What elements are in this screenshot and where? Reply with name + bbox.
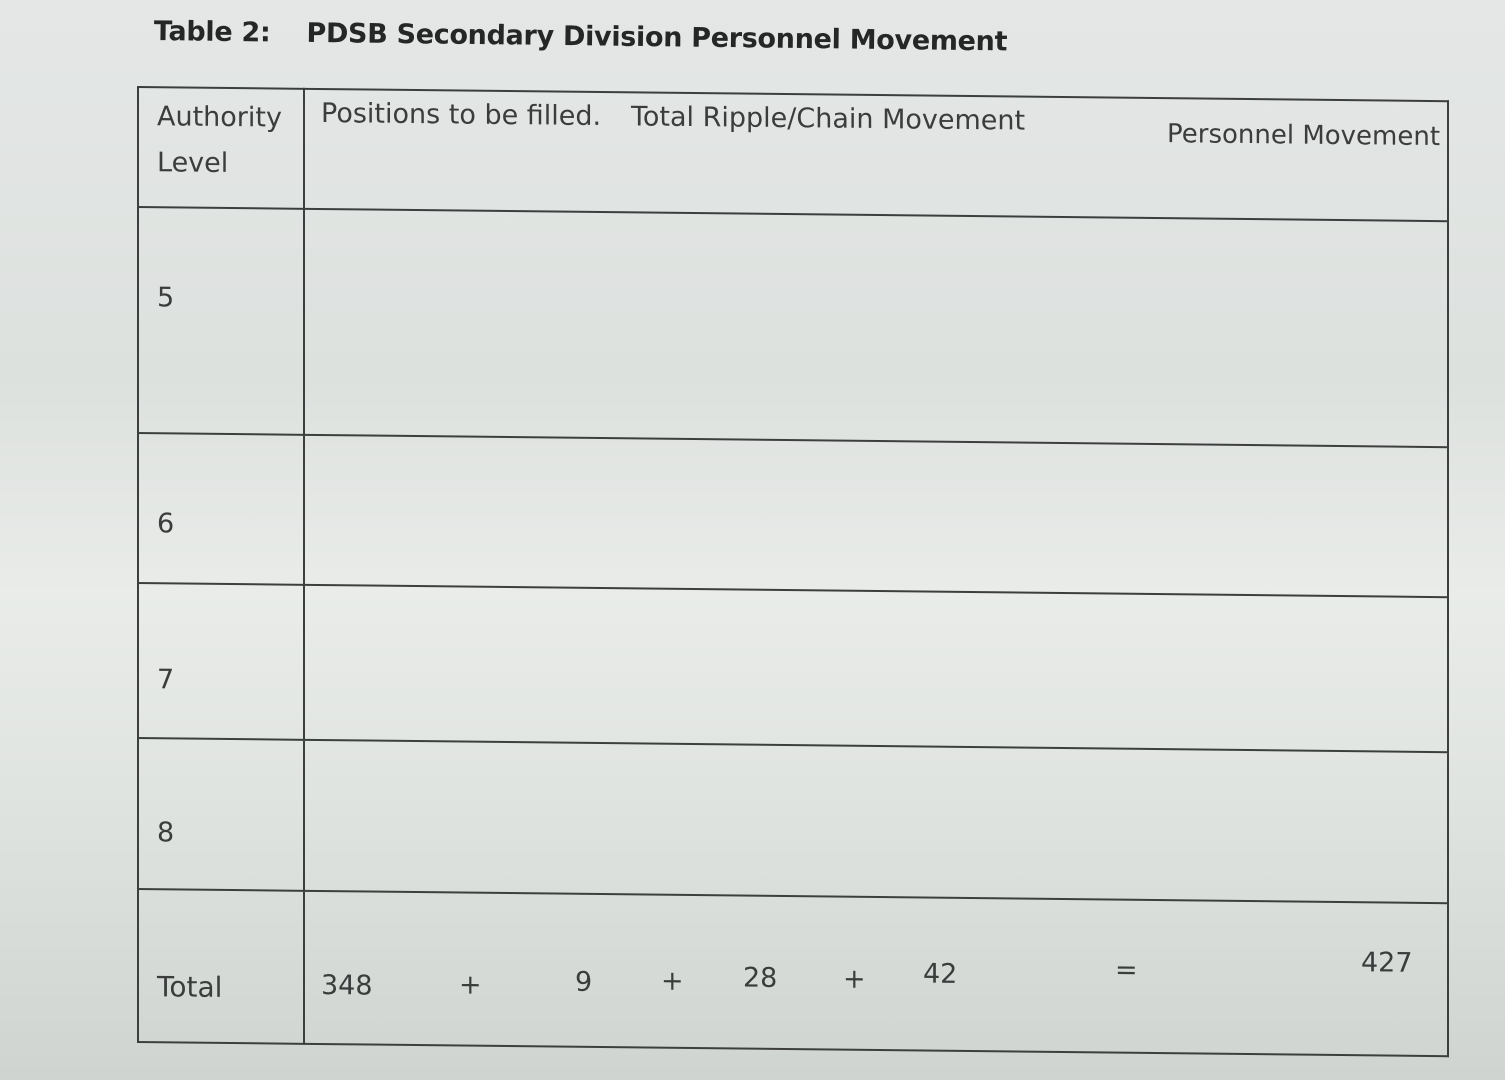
header-row: Authority Level Positions to be filled. …	[138, 87, 1448, 222]
table-row: 7	[138, 583, 1448, 753]
level-value: 7	[157, 664, 175, 696]
caption-title: PDSB Secondary Division Personnel Moveme…	[306, 17, 1008, 58]
caption-label: Table 2:	[153, 16, 271, 49]
equals-sign: =	[1115, 954, 1138, 986]
data-cell	[304, 584, 1448, 753]
level-value: 8	[157, 817, 175, 849]
table-caption: Table 2: PDSB Secondary Division Personne…	[154, 16, 1008, 57]
level-cell: 8	[138, 738, 304, 891]
header-ripple: Total Ripple/Chain Movement	[631, 101, 1026, 137]
plus-sign: +	[661, 965, 684, 997]
plus-sign: +	[843, 963, 866, 995]
plus-sign: +	[459, 969, 482, 1001]
header-positions: Positions to be filled.	[321, 97, 602, 133]
level-cell: 7	[138, 583, 304, 740]
header-content-cell: Positions to be filled. Total Ripple/Cha…	[304, 88, 1448, 222]
total-values-cell: 348 + 9 + 28 + 42 = 427	[304, 890, 1448, 1057]
level-cell: 6	[138, 433, 304, 585]
table-row: 6	[138, 433, 1448, 598]
total-value-b: 9	[575, 966, 593, 998]
personnel-movement-table: Authority Level Positions to be filled. …	[137, 86, 1449, 1057]
total-value-c: 28	[743, 962, 778, 994]
data-cell	[304, 739, 1448, 904]
data-cell	[304, 434, 1448, 598]
table-row: 8	[138, 738, 1448, 904]
table-grid: Authority Level Positions to be filled. …	[137, 86, 1449, 1057]
total-result: 427	[1361, 947, 1413, 979]
level-value: 5	[157, 282, 175, 314]
total-row: Total 348 + 9 + 28 + 42 = 427	[138, 889, 1448, 1057]
total-positions-value: 348	[321, 969, 373, 1002]
total-value-d: 42	[923, 958, 958, 990]
header-authority-level: Authority Level	[138, 87, 304, 209]
header-personnel: Personnel Movement	[1167, 119, 1441, 153]
level-value: 6	[157, 508, 175, 540]
total-label: Total	[157, 970, 223, 1004]
level-cell: 5	[138, 207, 304, 435]
data-cell	[304, 208, 1448, 448]
total-label-cell: Total	[138, 889, 304, 1044]
table-row: 5	[138, 207, 1448, 448]
